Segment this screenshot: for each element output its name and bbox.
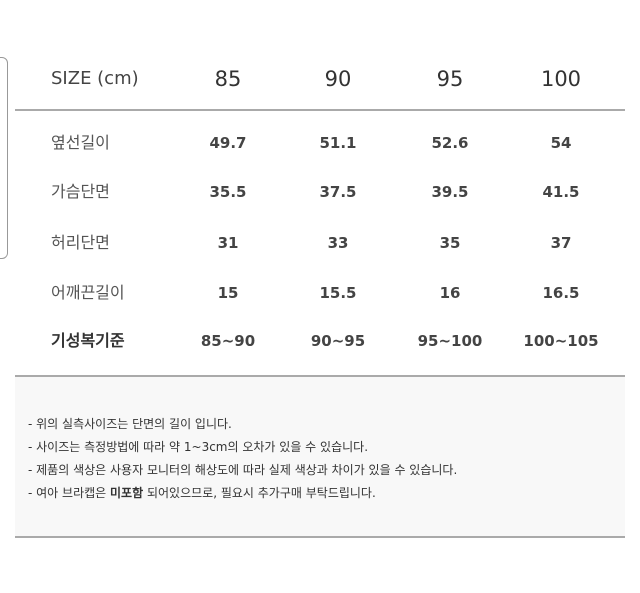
size-header-label: SIZE (cm) [51,68,139,89]
cell: 85~90 [200,332,256,350]
cell: 37.5 [319,183,357,201]
note-text: 되어있으므로, 필요시 추가구매 부탁드립니다. [143,486,376,500]
cell: 35 [439,234,461,252]
note-emphasis: 미포함 [110,486,144,500]
cell: 41.5 [542,183,580,201]
cell: 54 [550,134,572,152]
cell: 100~105 [523,332,599,350]
size-header: 100 [540,67,582,91]
size-header: 90 [324,67,352,91]
side-panel-edge [0,57,8,259]
cell: 15 [217,284,239,302]
note-line: - 여아 브라캡은 미포함 되어있으므로, 필요시 추가구매 부탁드립니다. [28,484,376,501]
header-divider [15,109,625,111]
table-row: 허리단면 31 33 35 37 [0,228,640,258]
note-line: - 위의 실측사이즈는 단면의 길이 입니다. [28,417,232,431]
cell: 90~95 [310,332,366,350]
note-text: - 여아 브라캡은 [28,486,111,500]
cell: 33 [327,234,349,252]
row-label: 기성복기준 [51,331,125,350]
cell: 39.5 [431,183,469,201]
note-line: - 제품의 색상은 사용자 모니터의 해상도에 따라 실제 색상과 차이가 있을… [28,463,458,477]
row-label: 옆선길이 [51,133,110,152]
cell: 52.6 [431,134,469,152]
size-header-row: SIZE (cm) 85 90 95 100 [0,64,640,94]
notes-top-divider [15,375,625,377]
cell: 51.1 [319,134,357,152]
note-line: - 사이즈는 측정방법에 따라 약 1~3cm의 오차가 있을 수 있습니다. [28,440,369,454]
cell: 15.5 [319,284,357,302]
row-label: 가슴단면 [51,182,110,201]
size-header: 95 [436,67,464,91]
cell: 49.7 [209,134,247,152]
cell: 35.5 [209,183,247,201]
cell: 16 [439,284,461,302]
table-row: 기성복기준 85~90 90~95 95~100 100~105 [0,326,640,356]
notes-box: - 위의 실측사이즈는 단면의 길이 입니다. - 사이즈는 측정방법에 따라 … [15,377,625,537]
row-label: 허리단면 [51,233,110,252]
cell: 95~100 [417,332,483,350]
notes-bottom-divider [15,536,625,538]
table-row: 어깨끈길이 15 15.5 16 16.5 [0,278,640,308]
cell: 37 [550,234,572,252]
size-header: 85 [214,67,242,91]
cell: 31 [217,234,239,252]
table-row: 가슴단면 35.5 37.5 39.5 41.5 [0,177,640,207]
table-row: 옆선길이 49.7 51.1 52.6 54 [0,128,640,158]
cell: 16.5 [542,284,580,302]
row-label: 어깨끈길이 [51,283,125,302]
